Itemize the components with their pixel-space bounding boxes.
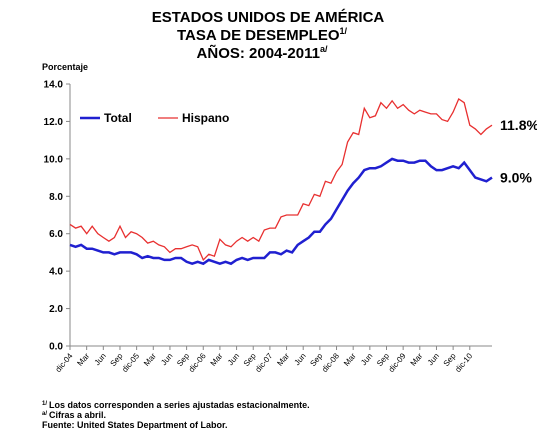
x-tick-label: Jun	[293, 352, 308, 368]
x-tick-label: Jun	[426, 352, 441, 368]
x-tick-label: Mar	[342, 351, 358, 368]
x-tick-label: Mar	[142, 351, 158, 368]
title-line: TASA DE DESEMPLEO1/	[177, 26, 348, 44]
legend-label: Total	[104, 111, 132, 125]
end-label: 9.0%	[500, 170, 532, 186]
x-tick-label: dic-05	[120, 351, 141, 374]
title-note: a/	[320, 44, 328, 54]
legend-label: Hispano	[182, 111, 229, 125]
x-tick-label: dic-06	[187, 351, 208, 374]
end-label: 11.8%	[500, 117, 537, 133]
x-tick-label: dic-04	[54, 351, 75, 374]
x-tick-label: dic-08	[320, 351, 341, 374]
x-tick-label: Mar	[409, 351, 425, 368]
footnotes: 1/Los datos corresponden a series ajusta…	[42, 400, 310, 430]
y-tick-label: 2.0	[49, 304, 63, 315]
x-tick-label: Mar	[209, 351, 225, 368]
x-tick-label: Mar	[275, 351, 291, 368]
footnote: 1/Los datos corresponden a series ajusta…	[42, 400, 310, 410]
source: Fuente: United States Department of Labo…	[42, 420, 228, 430]
y-tick-label: 10.0	[44, 154, 64, 165]
footnote-mark: a/	[42, 411, 47, 417]
series-line	[69, 98, 493, 262]
y-tick-label: 12.0	[44, 117, 64, 128]
title-line: AÑOS: 2004-2011a/	[197, 44, 328, 62]
x-tick-label: dic-07	[254, 351, 275, 374]
x-tick-label: Jun	[93, 352, 108, 368]
x-tick-label: Jun	[359, 352, 374, 368]
y-tick-label: 8.0	[49, 192, 63, 203]
y-tick-label: 6.0	[49, 229, 63, 240]
y-tick-label: 14.0	[44, 80, 64, 91]
y-axis-label: Porcentaje	[42, 62, 88, 72]
x-tick-label: Jun	[159, 352, 174, 368]
footnote-text: Los datos corresponden a series ajustada…	[49, 400, 310, 410]
x-tick-label: dic-10	[453, 351, 474, 374]
x-tick-label: Mar	[75, 351, 91, 368]
footnote-mark: 1/	[42, 401, 47, 407]
x-tick-label: Jun	[226, 352, 241, 368]
footnote-text: Cifras a abril.	[49, 410, 106, 420]
title-text: TASA DE DESEMPLEO	[177, 27, 340, 44]
title-line: ESTADOS UNIDOS DE AMÉRICA	[152, 9, 385, 26]
series-line	[69, 157, 493, 266]
y-tick-label: 4.0	[49, 267, 63, 278]
title-text: AÑOS: 2004-2011	[197, 44, 320, 62]
footnote: a/Cifras a abril.	[42, 410, 106, 420]
title-note: 1/	[340, 26, 348, 36]
y-tick-label: 0.0	[49, 342, 63, 353]
x-tick-label: dic-09	[387, 351, 408, 374]
